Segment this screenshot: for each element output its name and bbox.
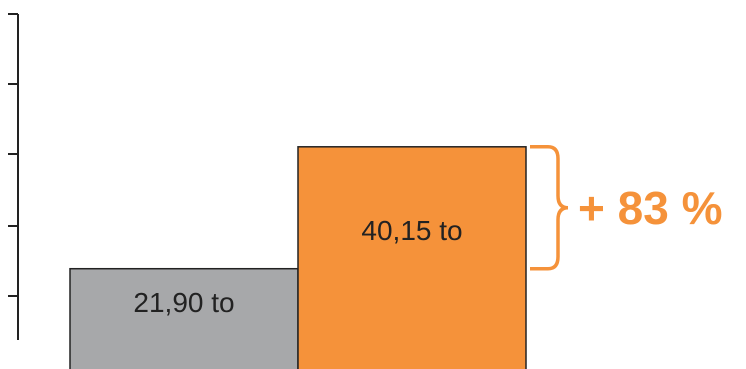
bar-previous [69,267,299,369]
increase-annotation: + 83 % [578,182,723,234]
y-axis-ticks [8,13,18,297]
increase-brace [530,145,569,271]
bar-previous-label: 21,90 to [133,287,234,318]
bar-current-label: 40,15 to [361,215,462,246]
bar-current [297,146,527,369]
